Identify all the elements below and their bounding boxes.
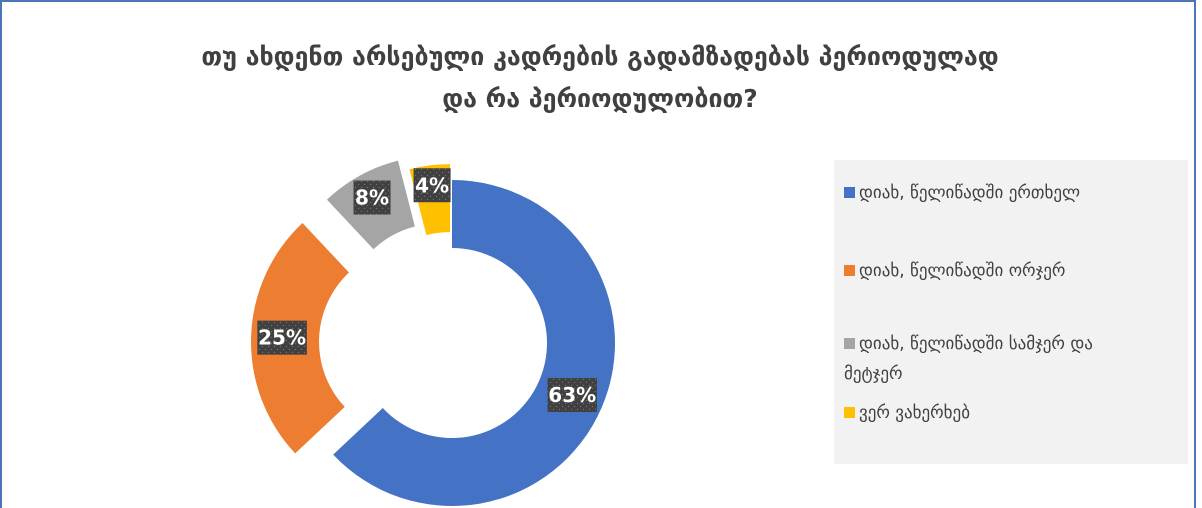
legend-swatch: [844, 265, 855, 276]
legend-label: მეტჯერ: [844, 364, 903, 384]
data-label-box: [547, 378, 597, 413]
data-label-text: 63%: [548, 383, 596, 407]
legend-item-2: დიახ, წელიწადში ორჯერ: [844, 256, 1065, 286]
legend-swatch: [844, 338, 855, 349]
legend-label: დიახ, წელიწადში ერთხელ: [859, 183, 1081, 203]
chart-title-line-1: თუ ახდენთ არსებული კადრების გადამზადებას…: [201, 42, 999, 71]
chart-legend: დიახ, წელიწადში ერთხელ დიახ, წელიწადში ორ…: [834, 160, 1188, 464]
data-label-box: [413, 168, 451, 203]
data-label-text: 25%: [258, 326, 306, 350]
legend-swatch: [844, 187, 855, 198]
legend-item-3: დიახ, წელიწადში სამჯერ და მეტჯერ: [844, 329, 1093, 389]
data-label-text: 4%: [415, 173, 449, 197]
legend-label: ვერ ვახერხებ: [859, 403, 970, 423]
doughnut-slice-1: [333, 180, 615, 506]
data-label-4: 4%: [413, 168, 451, 203]
chart-title-line-2: და რა პერიოდულობით?: [442, 84, 758, 113]
legend-item-1: დიახ, წელიწადში ერთხელ: [844, 178, 1080, 208]
data-label-box: [353, 180, 391, 215]
legend-item-4: ვერ ვახერხებ: [844, 398, 970, 428]
legend-swatch: [844, 407, 855, 418]
data-label-2: 25%: [257, 320, 307, 355]
data-label-box: [257, 320, 307, 355]
data-label-3: 8%: [353, 180, 391, 215]
legend-label: დიახ, წელიწადში სამჯერ და: [859, 334, 1093, 354]
data-label-text: 8%: [355, 186, 389, 210]
data-label-1: 63%: [547, 378, 597, 413]
legend-label: დიახ, წელიწადში ორჯერ: [859, 261, 1066, 281]
chart-title: თუ ახდენთ არსებული კადრების გადამზადებას…: [40, 36, 1160, 120]
